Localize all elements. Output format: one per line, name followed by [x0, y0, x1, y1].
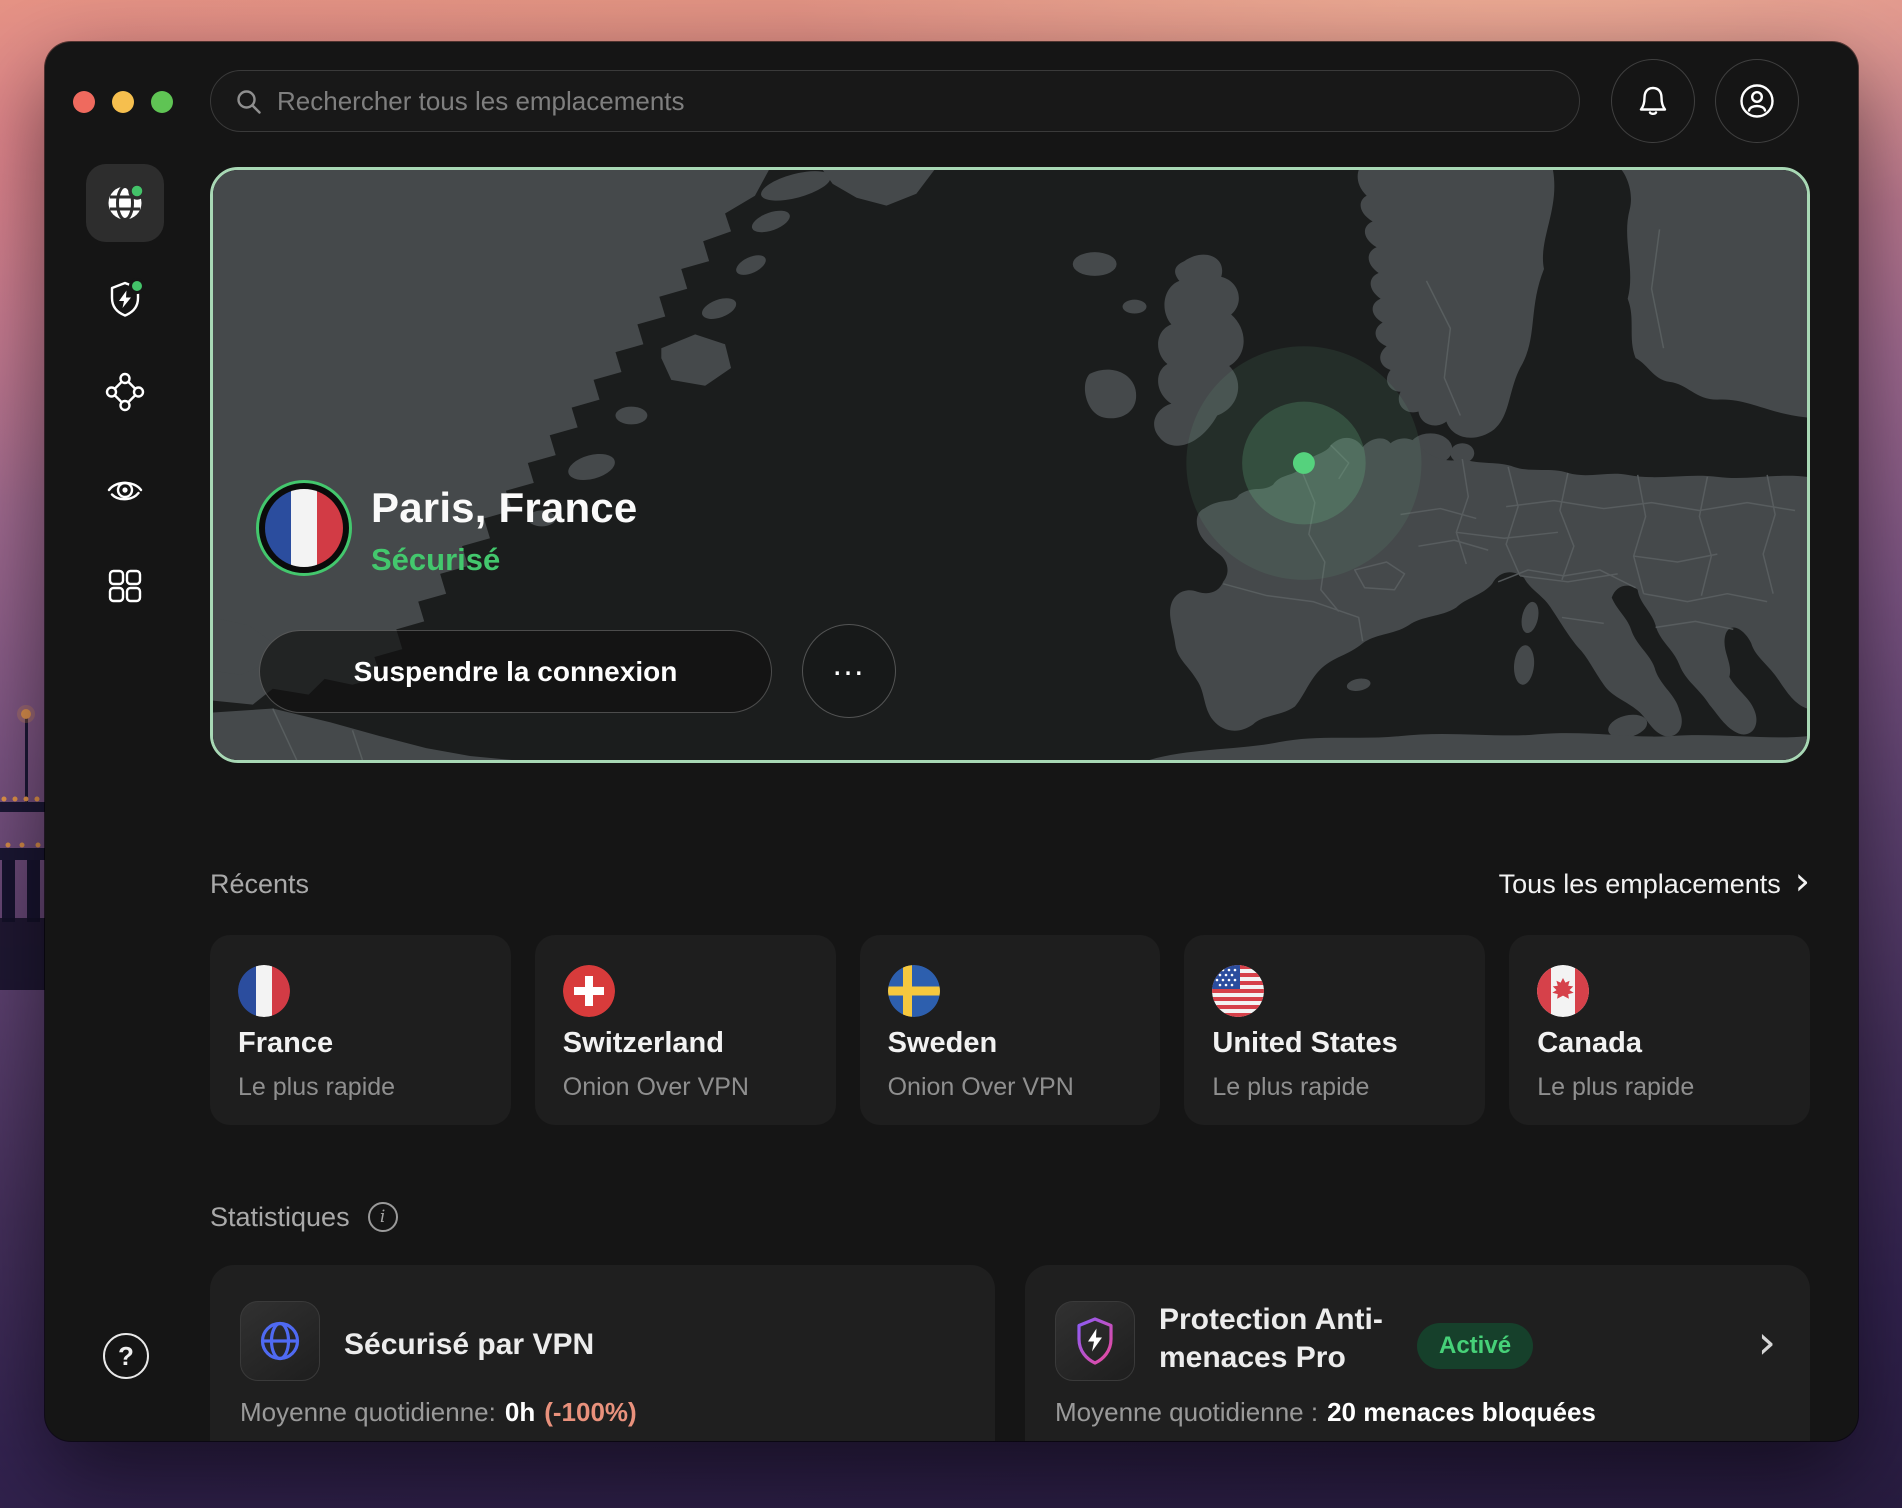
country-tag: Onion Over VPN — [562, 1073, 749, 1101]
country-name: France — [238, 1027, 334, 1059]
search-icon — [237, 90, 261, 114]
lightning-icon — [1088, 1328, 1102, 1352]
bell-icon — [1639, 86, 1667, 115]
zoom-button[interactable] — [151, 91, 173, 113]
connected-status-dot — [128, 183, 145, 200]
connected-country-flag — [256, 480, 352, 576]
country-name: Sweden — [887, 1027, 998, 1059]
united-states-flag-icon — [1212, 965, 1265, 1017]
map-panel: Paris, France Sécurisé Suspendre la conn… — [210, 167, 1810, 763]
statistics-header: Statistiques i — [210, 1197, 398, 1237]
sidebar-item-dark-web-monitor[interactable] — [105, 469, 145, 509]
metric-label: Moyenne quotidienne : — [1055, 1397, 1319, 1427]
country-name: Canada — [1537, 1027, 1642, 1059]
metric-delta: (-100%) — [544, 1397, 637, 1427]
france-flag-icon — [238, 965, 290, 1017]
help-button[interactable]: ? — [103, 1333, 149, 1379]
location-card-united-states[interactable]: United States Le plus rapide — [1184, 935, 1486, 1125]
wallpaper-bridge — [0, 705, 46, 990]
connection-status: Sécurisé — [371, 542, 501, 577]
recents-header: Récents Tous les emplacements › — [210, 862, 1810, 906]
traffic-lights — [73, 91, 173, 113]
user-avatar-icon — [1740, 84, 1774, 118]
location-card-switzerland[interactable]: Switzerland Onion Over VPN — [534, 935, 836, 1125]
sidebar-item-meshnet[interactable] — [105, 372, 145, 412]
location-card-sweden[interactable]: Sweden Onion Over VPN — [859, 935, 1161, 1125]
country-name: United States — [1212, 1027, 1398, 1059]
minimize-button[interactable] — [112, 91, 134, 113]
connection-location-dot — [1186, 346, 1422, 580]
stat-card-threat-protection[interactable]: Protection Anti-menaces Pro Activé › Moy… — [1025, 1265, 1810, 1441]
close-button[interactable] — [73, 91, 95, 113]
lightning-icon — [119, 290, 131, 308]
status-badge: Activé — [1417, 1323, 1534, 1369]
chevron-right-icon[interactable]: › — [1757, 1315, 1776, 1369]
country-tag: Le plus rapide — [238, 1073, 396, 1101]
info-glyph: i — [379, 1207, 386, 1227]
sidebar-item-threat-protection[interactable] — [105, 278, 145, 318]
account-button[interactable] — [1715, 59, 1799, 143]
country-tag: Le plus rapide — [1212, 1073, 1370, 1101]
stat-metric: Moyenne quotidienne: 0h (-100%) — [240, 1397, 637, 1428]
vpn-globe-icon — [260, 1321, 300, 1361]
pause-connection-button[interactable]: Suspendre la connexion — [259, 630, 772, 713]
search-input[interactable] — [275, 71, 1555, 131]
search-bar[interactable] — [210, 70, 1580, 132]
connected-location-title: Paris, France — [371, 484, 638, 531]
stat-icon-tile — [240, 1301, 320, 1381]
metric-label: Moyenne quotidienne: — [240, 1397, 496, 1427]
canada-flag-icon — [1537, 965, 1590, 1017]
recents-title: Récents — [210, 868, 310, 899]
recent-locations-row: France Le plus rapide Switzerland Onion … — [210, 935, 1810, 1125]
chevron-right-icon: › — [1794, 859, 1810, 903]
france-flag-icon — [265, 489, 343, 567]
threat-protection-shield-icon — [1077, 1317, 1113, 1365]
stat-icon-tile — [1055, 1301, 1135, 1381]
location-card-france[interactable]: France Le plus rapide — [210, 935, 511, 1125]
connection-more-button[interactable]: … — [802, 624, 896, 718]
metric-value: 0h — [504, 1397, 536, 1427]
country-name: Switzerland — [562, 1027, 724, 1059]
country-tag: Le plus rapide — [1537, 1073, 1695, 1101]
notifications-button[interactable] — [1611, 59, 1695, 143]
sidebar-item-more-tools[interactable] — [105, 566, 145, 606]
ellipsis-icon: … — [831, 644, 867, 683]
metric-value: 20 menaces bloquées — [1327, 1397, 1596, 1427]
stat-card-vpn[interactable]: Sécurisé par VPN Moyenne quotidienne: 0h (… — [210, 1265, 995, 1441]
stat-title: Protection Anti-menaces Pro — [1159, 1303, 1383, 1374]
enabled-status-dot — [129, 278, 145, 294]
location-card-canada[interactable]: Canada Le plus rapide — [1509, 935, 1810, 1125]
info-icon[interactable]: i — [367, 1202, 398, 1232]
switzerland-flag-icon — [562, 965, 615, 1017]
help-icon: ? — [118, 1340, 134, 1371]
statistics-title: Statistiques — [210, 1201, 350, 1232]
sweden-flag-icon — [887, 965, 940, 1017]
statistics-row: Sécurisé par VPN Moyenne quotidienne: 0h (… — [210, 1265, 1810, 1441]
stat-metric: Moyenne quotidienne : 20 menaces bloquées — [1055, 1397, 1596, 1428]
all-locations-label: Tous les emplacements — [1498, 868, 1781, 899]
all-locations-link[interactable]: Tous les emplacements › — [1498, 859, 1810, 903]
world-map — [213, 170, 1807, 760]
globe-icon — [108, 183, 145, 221]
stat-title: Sécurisé par VPN — [344, 1328, 595, 1361]
country-tag: Onion Over VPN — [887, 1073, 1074, 1101]
app-window: ? — [45, 42, 1858, 1441]
